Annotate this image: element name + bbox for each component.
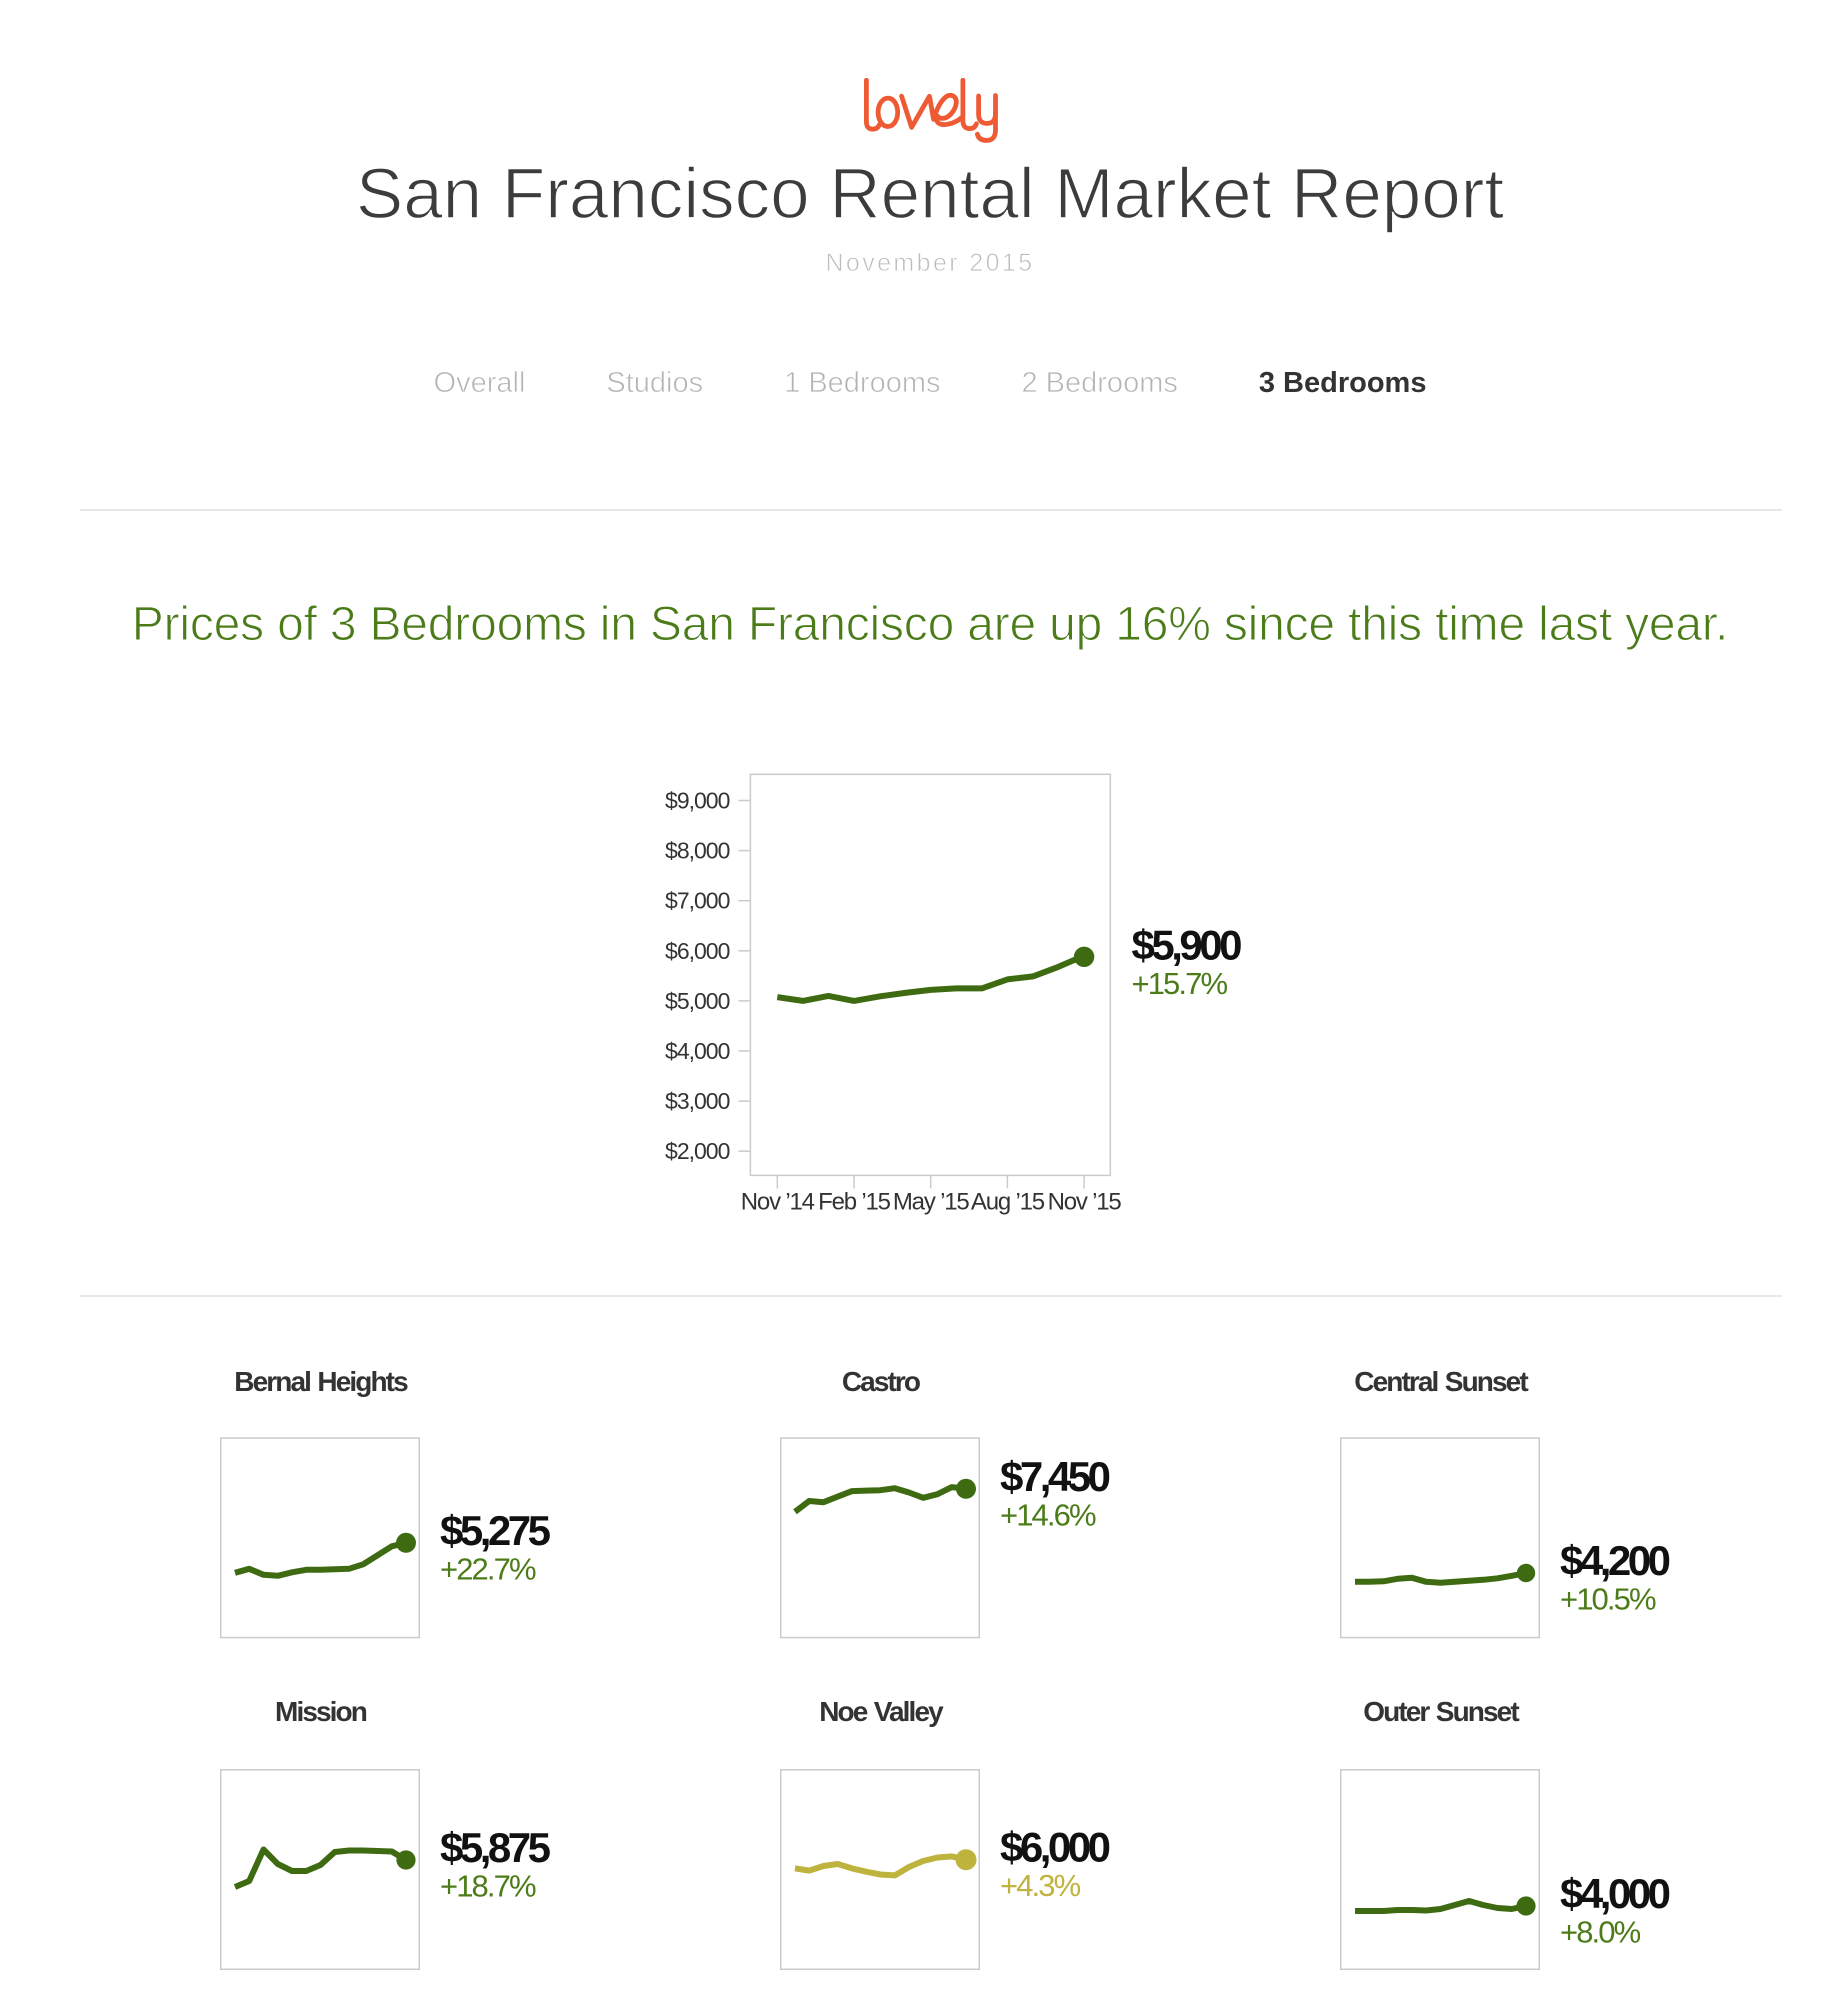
svg-text:Castro: Castro	[842, 1366, 921, 1397]
svg-text:Aug ’15: Aug ’15	[971, 1189, 1045, 1216]
svg-text:$4,000: $4,000	[1560, 1870, 1670, 1917]
svg-text:Noe Valley: Noe Valley	[819, 1696, 944, 1727]
svg-text:Nov ’15: Nov ’15	[1048, 1189, 1122, 1216]
svg-text:Feb ’15: Feb ’15	[818, 1189, 891, 1216]
svg-text:$4,000: $4,000	[665, 1038, 730, 1064]
svg-text:Nov ’14: Nov ’14	[741, 1189, 815, 1216]
svg-text:+10.5%: +10.5%	[1560, 1582, 1656, 1617]
svg-text:$7,000: $7,000	[665, 888, 730, 914]
svg-text:$8,000: $8,000	[665, 838, 730, 864]
svg-text:$6,000: $6,000	[665, 938, 730, 964]
svg-text:$3,000: $3,000	[665, 1088, 730, 1114]
svg-text:$7,450: $7,450	[1000, 1453, 1110, 1500]
svg-text:$4,200: $4,200	[1560, 1537, 1670, 1584]
svg-text:Outer Sunset: Outer Sunset	[1363, 1696, 1519, 1727]
svg-text:+4.3%: +4.3%	[1000, 1868, 1081, 1903]
svg-text:Bernal Heights: Bernal Heights	[234, 1366, 408, 1397]
svg-text:$2,000: $2,000	[665, 1138, 730, 1164]
svg-text:+15.7%: +15.7%	[1132, 966, 1228, 1001]
svg-text:Central Sunset: Central Sunset	[1354, 1366, 1528, 1397]
svg-text:$5,000: $5,000	[665, 988, 730, 1014]
svg-text:$5,875: $5,875	[440, 1824, 551, 1871]
svg-text:+14.6%: +14.6%	[1000, 1497, 1096, 1532]
svg-text:$9,000: $9,000	[665, 788, 730, 814]
svg-text:$6,000: $6,000	[1000, 1824, 1110, 1871]
svg-text:+22.7%: +22.7%	[440, 1551, 536, 1586]
svg-text:May ’15: May ’15	[893, 1189, 969, 1216]
svg-text:Mission: Mission	[275, 1696, 367, 1727]
svg-text:$5,275: $5,275	[440, 1507, 551, 1554]
svg-text:+8.0%: +8.0%	[1560, 1915, 1641, 1950]
svg-text:+18.7%: +18.7%	[440, 1869, 536, 1904]
svg-text:$5,900: $5,900	[1132, 922, 1242, 969]
